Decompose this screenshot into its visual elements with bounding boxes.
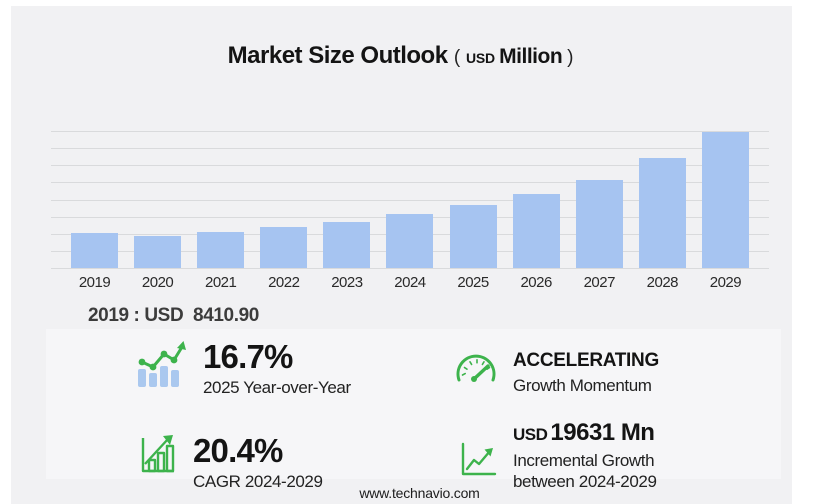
x-label-2023: 2023 [331,274,363,291]
title-unit: Million [499,45,563,68]
line-growth-icon [459,440,497,483]
bar-2029 [701,132,749,268]
x-label-2029: 2029 [709,274,742,291]
gauge-icon [455,353,497,390]
stat-yoy-text: 16.7% 2025 Year-over-Year [203,340,351,398]
stat-yoy-label: 2025 Year-over-Year [203,378,351,397]
x-label-2020: 2020 [141,274,174,291]
website-url: www.technavio.com [359,485,480,501]
stat-momentum-text: ACCELERATING Growth Momentum [513,350,659,396]
bar-2021 [197,232,245,268]
gridline [51,131,769,132]
gridline [51,200,769,201]
stat-incremental-label-line1: Incremental Growth [513,451,655,470]
stat-cagr-label: CAGR 2024-2029 [193,472,323,491]
stat-incremental-label-line2: between 2024-2029 [513,472,657,491]
stat-momentum-label: Growth Momentum [513,376,652,395]
stat-momentum: ACCELERATING Growth Momentum [455,350,659,396]
gridline [51,165,769,166]
base-year-value-label: 2019 : USD 8410.90 [88,305,259,326]
gridline [51,148,769,149]
bar-2020 [134,236,182,268]
x-label-2019: 2019 [78,274,111,291]
bar-2019 [71,233,118,268]
bar-trend-icon [133,340,187,395]
title-unit-currency: USD [465,50,495,66]
stat-incremental-value: USD 19631 Mn [513,420,657,448]
stat-incremental-currency: USD [513,425,548,444]
gridline [51,268,769,269]
bar-2022 [260,227,308,268]
x-label-2025: 2025 [457,274,489,291]
bar-2025 [449,205,497,268]
bar-2028 [638,158,686,268]
stat-cagr: 20.4% CAGR 2024-2029 [141,434,323,492]
x-label-2022: 2022 [268,274,300,291]
stat-yoy: 16.7% 2025 Year-over-Year [133,340,351,398]
bar-2024 [386,214,434,268]
stat-cagr-text: 20.4% CAGR 2024-2029 [193,434,323,492]
gridline [51,182,769,183]
x-axis-labels: 2019 2020 2021 2022 2023 2024 2025 2026 2027 2028… [71,274,749,291]
x-label-2021: 2021 [205,274,237,291]
bar-2023 [323,222,371,268]
bar-2027 [575,180,623,268]
infographic-panel: Market Size Outlook (USD Million) 2019 20… [11,6,792,504]
title-paren-close: ) [567,47,574,68]
bar-2026 [512,194,560,268]
stats-panel [46,329,781,479]
x-label-2026: 2026 [520,274,552,291]
stat-yoy-value: 16.7% [203,338,293,375]
stat-incremental-growth: USD 19631 Mn Incremental Growth between 2… [459,420,657,492]
title-paren-open: ( [453,47,460,68]
stat-incremental-text: USD 19631 Mn Incremental Growth between 2… [513,420,657,492]
title-main: Market Size Outlook [227,42,448,69]
bar-chart-plot-area [51,131,769,269]
chart-title: Market Size Outlook ( USD Million) [11,42,792,70]
stat-incremental-amount: 19631 Mn [550,419,655,446]
x-label-2028: 2028 [646,274,679,291]
cagr-bars-icon [141,434,177,479]
x-label-2027: 2027 [583,274,616,291]
bar-series [71,131,749,268]
stat-momentum-value: ACCELERATING [513,350,659,371]
stat-cagr-value: 20.4% [193,432,283,469]
x-label-2024: 2024 [394,274,426,291]
